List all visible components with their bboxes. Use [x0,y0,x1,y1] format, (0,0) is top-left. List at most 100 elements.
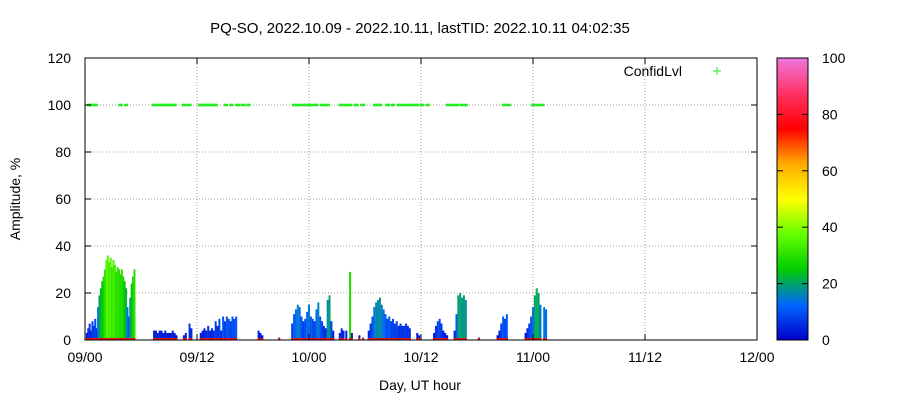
baseline-marker [294,338,297,340]
amplitude-bar [453,330,456,340]
amplitude-bar [438,318,441,340]
amplitude-bar [224,321,226,340]
baseline-marker [442,338,445,340]
baseline-marker [345,338,348,340]
baseline-marker [210,338,213,340]
amplitude-bar [298,307,301,340]
baseline-marker [498,338,501,340]
amplitude-bar [160,330,163,340]
amplitude-bar [113,264,116,340]
colorbar-tick-label: 100 [822,50,846,66]
baseline-marker [399,338,402,340]
amplitude-bar [214,321,217,340]
baseline-marker [175,338,178,340]
confid-point [346,103,349,107]
x-tick-label: 12/00 [739,349,774,365]
amplitude-bar [182,335,185,340]
baseline-marker [322,338,325,340]
amplitude-bar [442,330,445,340]
amplitude-bar [199,332,202,340]
baseline-marker [90,338,93,340]
amplitude-bar [504,318,506,340]
amplitude-bar [171,330,174,340]
baseline-marker [371,338,374,340]
amplitude-bar [162,332,165,340]
y-tick-label: 40 [55,238,71,254]
amplitude-bar [235,316,238,340]
amplitude-bar [173,332,176,340]
amplitude-bar [99,288,102,340]
baseline-marker [401,338,404,340]
baseline-marker [392,338,394,340]
amplitude-bar [296,304,299,340]
amplitude-bar [367,330,370,340]
confid-point [392,103,396,107]
baseline-marker [362,338,365,340]
baseline-marker [444,338,447,340]
baseline-marker [328,338,331,340]
amplitude-bar [345,330,348,340]
baseline-marker [205,338,208,340]
y-tick-label: 100 [48,97,72,113]
amplitude-bar [203,328,206,340]
amplitude-bar [259,332,262,340]
baseline-marker [539,338,542,340]
amplitude-bar [326,300,329,340]
amplitude-bar [309,316,312,340]
amplitude-bar [377,300,380,340]
amplitude-bar [261,335,264,340]
amplitude-bar [207,325,210,340]
confid-point [417,103,420,107]
amplitude-bar [537,293,540,340]
amplitude-bar [115,271,118,340]
baseline-marker [315,338,318,340]
baseline-marker [85,338,88,340]
confid-point [189,103,192,107]
amplitude-bar [119,274,122,340]
baseline-marker [227,338,230,340]
baseline-marker [545,338,548,340]
confid-point [310,103,313,107]
y-axis-label: Amplitude, % [7,158,23,240]
baseline-marker [535,338,538,340]
baseline-marker [462,338,465,340]
baseline-marker [505,338,508,340]
confid-point [349,103,353,107]
amplitude-bar [498,330,501,340]
baseline-marker [120,338,123,340]
baseline-marker [459,338,462,340]
amplitude-bar [403,325,406,340]
baseline-marker [405,338,408,340]
amplitude-bar [130,283,133,340]
baseline-marker [91,338,94,340]
baseline-marker [119,338,122,340]
baseline-marker [129,338,132,340]
baseline-marker [375,338,378,340]
amplitude-bar [175,335,178,340]
amplitude-bar [350,332,353,340]
baseline-marker [94,338,97,340]
amplitude-bar [132,276,135,340]
baseline-marker [326,338,329,340]
baseline-marker [300,338,303,340]
baseline-marker [500,338,503,340]
baseline-marker [438,338,441,340]
amplitude-bar [461,297,464,340]
amplitude-bar [85,332,88,340]
confid-point [457,103,460,107]
amplitude-bar [319,316,322,340]
amplitude-bar [112,260,115,340]
baseline-marker [397,338,400,340]
amplitude-bar [300,316,303,340]
baseline-marker [126,338,129,340]
amplitude-bar [416,332,419,340]
baseline-marker [384,338,387,340]
baseline-marker [98,338,101,340]
amplitude-bar [118,269,121,340]
amplitude-bar [104,269,107,340]
amplitude-bar [184,332,187,340]
amplitude-bar [434,325,437,340]
baseline-marker [132,338,135,340]
amplitude-bar [97,307,100,340]
amplitude-bar [399,323,402,340]
